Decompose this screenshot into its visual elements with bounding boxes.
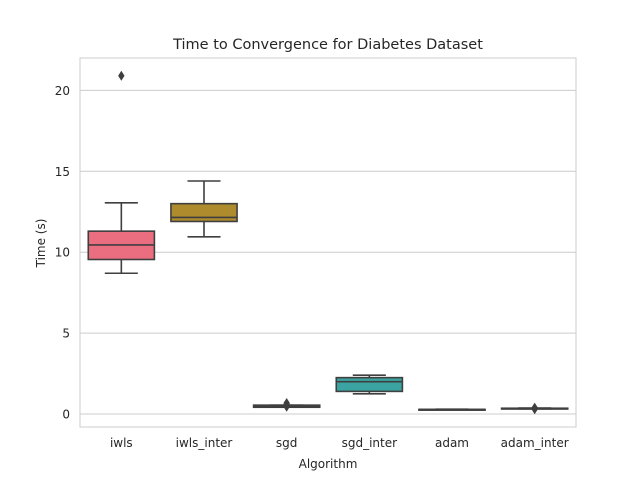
y-tick-label: 20 <box>55 84 70 98</box>
box-iwls_inter <box>170 180 238 238</box>
y-tick-label: 10 <box>55 246 70 260</box>
x-tick-label: adam <box>435 436 469 450</box>
iqr-box <box>170 202 238 223</box>
x-tick-label: iwls <box>110 436 133 450</box>
y-axis-label: Time (s) <box>34 219 48 269</box>
x-tick-labels: iwls iwls_inter sgd sgd_inter adam adam_inter <box>110 436 569 450</box>
x-tick-label: adam_inter <box>501 436 569 450</box>
y-tick-label: 5 <box>62 327 70 341</box>
box-adam <box>418 408 486 411</box>
x-tick-label: sgd <box>276 436 298 450</box>
y-tick-labels: 0 5 10 15 20 <box>55 84 70 422</box>
y-tick-label: 0 <box>62 408 70 422</box>
outlier-point <box>118 70 125 81</box>
outlier-point <box>283 401 290 412</box>
box-iwls <box>87 70 156 275</box>
x-axis-label: Algorithm <box>299 457 358 471</box>
x-tick-label: sgd_inter <box>342 436 398 450</box>
box-sgd <box>252 398 321 412</box>
y-tick-label: 15 <box>55 165 70 179</box>
iqr-box <box>335 376 404 393</box>
box-adam_inter <box>500 402 569 415</box>
grid-lines <box>80 89 576 415</box>
chart-title: Time to Convergence for Diabetes Dataset <box>172 37 483 53</box>
boxes <box>87 70 569 415</box>
outlier-point <box>531 402 538 413</box>
plot-area-frame <box>79 57 577 428</box>
box-sgd_inter <box>335 374 404 395</box>
x-tick-label: iwls_inter <box>176 436 233 450</box>
